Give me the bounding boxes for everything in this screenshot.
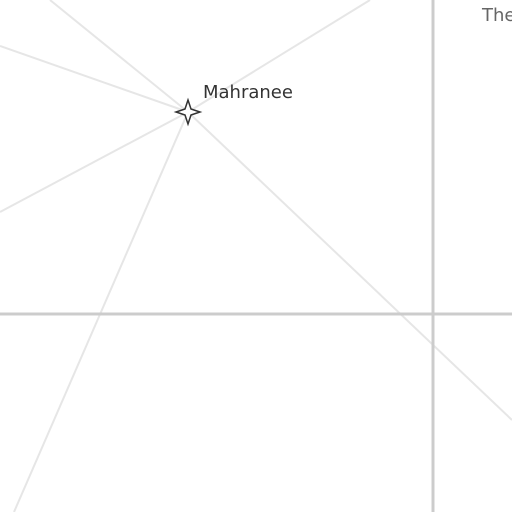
edge-place-label[interactable]: The [482,5,512,26]
minor-road [187,111,512,421]
minor-road [0,45,189,113]
minor-road [49,0,189,113]
minor-road [187,0,371,113]
minor-road [0,111,189,213]
four-point-star-icon[interactable] [173,97,203,127]
poi-label-mahranee[interactable]: Mahranee [203,82,293,103]
minor-road [13,111,189,512]
